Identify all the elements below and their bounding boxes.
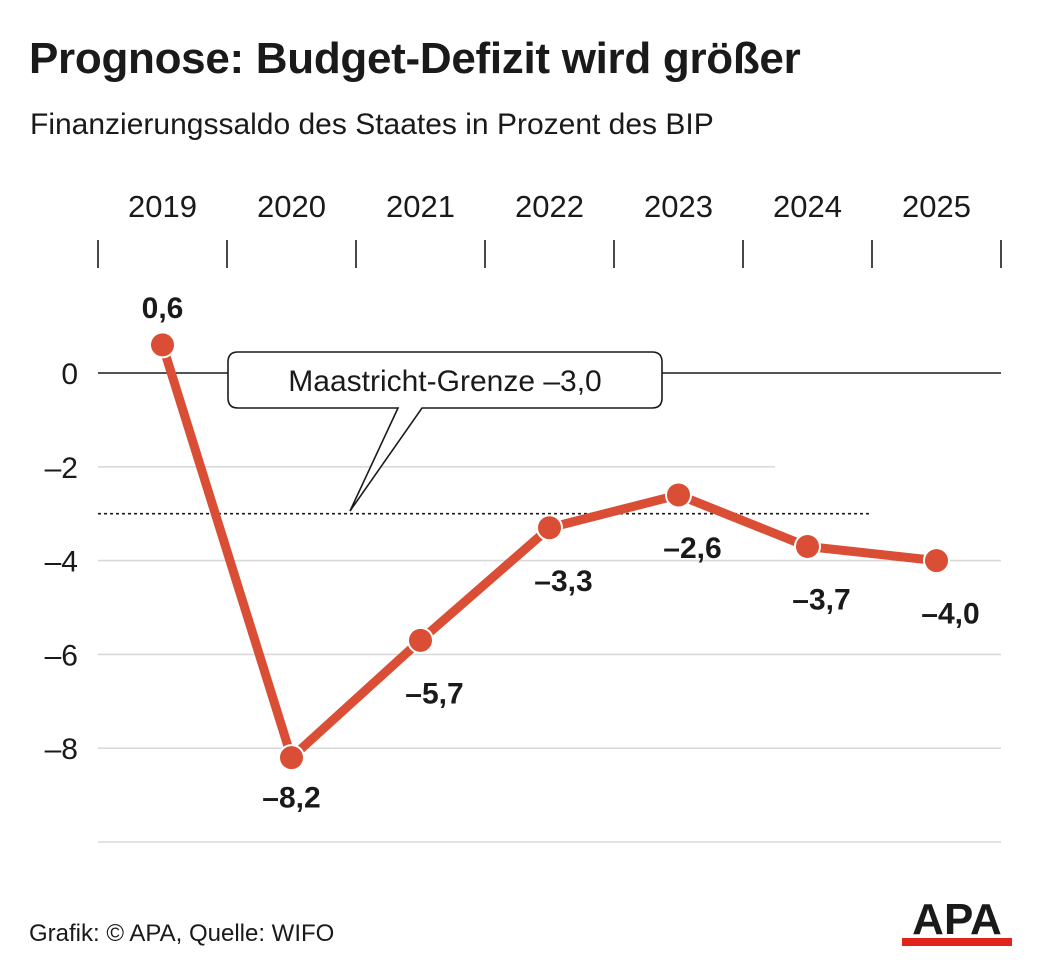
data-point	[665, 481, 692, 509]
x-tick-label: 2022	[515, 189, 584, 224]
y-axis: 0 –2 –4 –6 –8	[45, 358, 78, 766]
source-credit: Grafik: © APA, Quelle: WIFO	[29, 920, 335, 947]
data-label: –2,6	[663, 532, 721, 565]
x-tick-label: 2023	[644, 189, 713, 224]
data-label: 0,6	[142, 292, 184, 325]
data-point	[794, 533, 821, 561]
data-labels: 0,6 –8,2 –5,7 –3,3 –2,6 –3,7 –4,0	[142, 292, 980, 815]
line-chart: 2019 2020 2021 2022 2023 2024 2025 0 –2 –4 –6 –8 M…	[45, 189, 1002, 843]
reference-line-group: Maastricht-Grenze –3,0	[98, 351, 872, 515]
y-tick-label: –2	[45, 452, 78, 485]
reference-label: Maastricht-Grenze –3,0	[288, 365, 601, 398]
x-axis: 2019 2020 2021 2022 2023 2024 2025	[97, 189, 1002, 268]
data-point	[149, 331, 176, 359]
data-point	[536, 514, 563, 542]
data-label: –3,3	[534, 565, 592, 598]
chart-subtitle: Finanzierungssaldo des Staates in Prozen…	[30, 108, 714, 141]
y-tick-label: 0	[61, 358, 78, 391]
data-point	[407, 626, 434, 654]
data-label: –3,7	[792, 584, 850, 617]
y-tick-label: –4	[45, 546, 78, 579]
data-series	[149, 331, 950, 772]
logo-underline	[902, 938, 1012, 946]
logo-text: APA	[912, 898, 1002, 944]
x-tick-label: 2024	[773, 189, 842, 224]
data-point	[278, 744, 305, 772]
x-tick-label: 2020	[257, 189, 326, 224]
data-label: –4,0	[921, 598, 979, 631]
x-tick-label: 2025	[902, 189, 971, 224]
x-tick-label: 2019	[128, 189, 197, 224]
data-label: –8,2	[262, 782, 320, 815]
y-tick-label: –8	[45, 733, 78, 766]
reference-callout	[227, 351, 663, 512]
data-point	[923, 547, 950, 575]
y-tick-label: –6	[45, 639, 78, 672]
apa-logo: APA	[902, 898, 1012, 946]
chart-title: Prognose: Budget-Defizit wird größer	[29, 34, 801, 83]
x-tick-label: 2021	[386, 189, 455, 224]
data-label: –5,7	[405, 677, 463, 710]
grid-lines	[98, 372, 1001, 843]
